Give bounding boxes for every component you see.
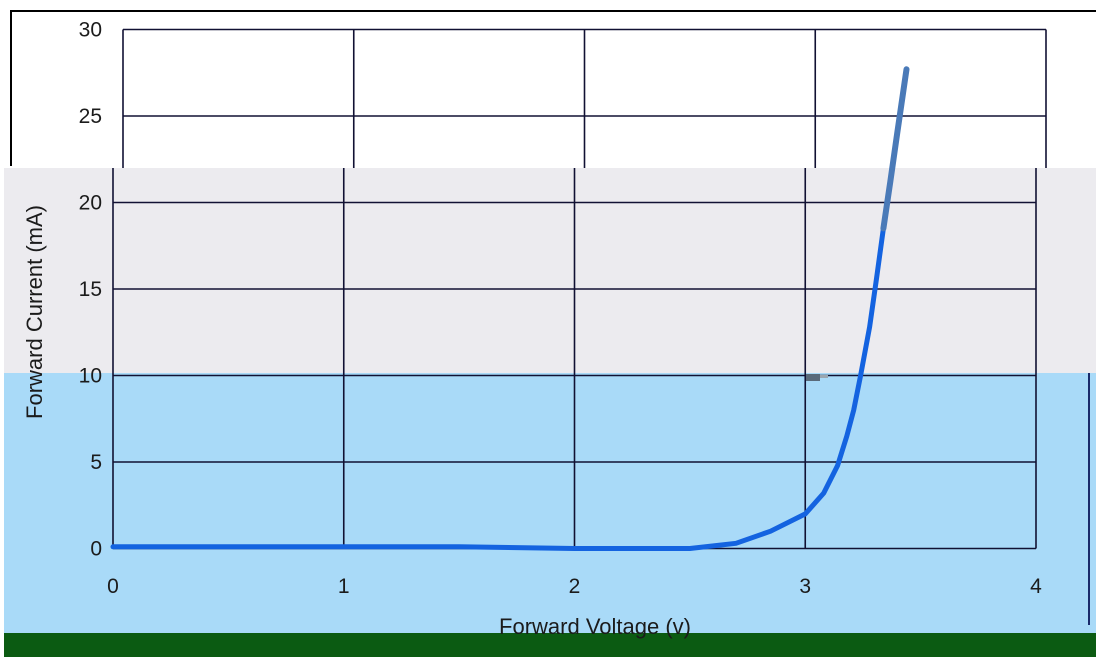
series-curve (110, 66, 910, 551)
x-tick-label: 0 (107, 575, 119, 598)
grid-upper (122, 28, 1047, 168)
x-tick-label: 3 (799, 575, 811, 598)
x-tick-label: 4 (1030, 575, 1042, 598)
series-line (110, 66, 909, 551)
upper-chart-frame (10, 10, 1096, 166)
cursor-marker-body (806, 374, 820, 381)
y-tick-label: 0 (90, 538, 102, 561)
x-axis-title: Forward Voltage (v) (499, 614, 691, 639)
y-tick-label: 25 (79, 105, 102, 128)
right-edge-line (1088, 373, 1090, 625)
y-tick-label: 15 (79, 278, 102, 301)
green-footer-bar (4, 633, 1096, 657)
x-tick-label: 1 (338, 575, 350, 598)
cursor-marker-tip (820, 375, 828, 378)
series-line-upper (880, 66, 910, 232)
x-tick-label: 2 (569, 575, 581, 598)
y-tick-label: 30 (79, 19, 102, 42)
y-tick-labels: 0 5 10 15 20 25 30 (79, 19, 102, 561)
y-axis-title: Forward Current (mA) (22, 205, 47, 419)
grid-lower (112, 168, 1037, 550)
x-tick-labels: 0 1 2 3 4 (107, 575, 1042, 598)
y-tick-label: 20 (79, 192, 102, 215)
blue-overlay-band (4, 373, 1096, 635)
cursor-marker (806, 374, 828, 381)
y-tick-label: 10 (79, 365, 102, 388)
y-tick-label: 5 (90, 451, 102, 474)
